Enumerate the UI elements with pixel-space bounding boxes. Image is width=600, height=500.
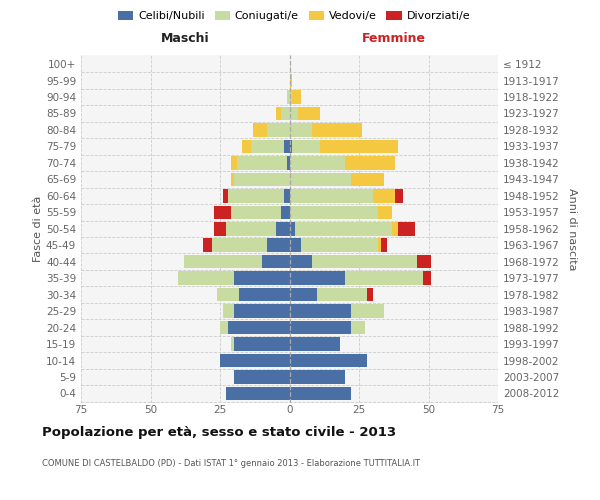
Bar [290, 255, 312, 268]
Y-axis label: Fasce di età: Fasce di età [33, 196, 43, 262]
Bar [234, 172, 290, 186]
Bar [290, 140, 292, 153]
Y-axis label: Anni di nascita: Anni di nascita [566, 188, 577, 270]
Bar [290, 321, 350, 334]
Bar [290, 354, 367, 368]
Bar [184, 255, 262, 268]
Bar [290, 156, 345, 170]
Bar [350, 304, 384, 318]
Bar [292, 90, 301, 104]
Text: Popolazione per età, sesso e stato civile - 2013: Popolazione per età, sesso e stato civil… [42, 426, 396, 439]
Bar [234, 272, 290, 285]
Bar [379, 238, 381, 252]
Bar [379, 206, 392, 219]
Bar [267, 123, 290, 136]
Bar [231, 156, 236, 170]
Bar [253, 123, 267, 136]
Bar [281, 106, 290, 120]
Bar [229, 321, 290, 334]
Bar [234, 370, 290, 384]
Bar [290, 386, 350, 400]
Bar [381, 238, 387, 252]
Text: Femmine: Femmine [362, 32, 426, 45]
Bar [317, 288, 367, 302]
Bar [418, 255, 431, 268]
Bar [345, 156, 395, 170]
Bar [290, 106, 298, 120]
Bar [301, 238, 379, 252]
Bar [290, 189, 373, 202]
Bar [367, 288, 373, 302]
Bar [290, 238, 301, 252]
Bar [290, 304, 350, 318]
Bar [392, 222, 398, 235]
Bar [275, 106, 281, 120]
Bar [226, 222, 275, 235]
Bar [350, 172, 384, 186]
Bar [290, 90, 292, 104]
Bar [236, 156, 287, 170]
Bar [223, 189, 229, 202]
Bar [275, 222, 290, 235]
Bar [239, 288, 290, 302]
Bar [290, 222, 295, 235]
Bar [423, 272, 431, 285]
Bar [223, 304, 234, 318]
Bar [290, 338, 340, 351]
Bar [290, 172, 350, 186]
Bar [229, 189, 284, 202]
Bar [290, 370, 345, 384]
Bar [231, 206, 281, 219]
Text: COMUNE DI CASTELBALDO (PD) - Dati ISTAT 1° gennaio 2013 - Elaborazione TUTTITALI: COMUNE DI CASTELBALDO (PD) - Dati ISTAT … [42, 459, 420, 468]
Bar [292, 140, 320, 153]
Bar [212, 238, 267, 252]
Legend: Celibi/Nubili, Coniugati/e, Vedovi/e, Divorziati/e: Celibi/Nubili, Coniugati/e, Vedovi/e, Di… [113, 6, 475, 26]
Text: Maschi: Maschi [161, 32, 209, 45]
Bar [220, 354, 290, 368]
Bar [287, 156, 290, 170]
Bar [217, 288, 239, 302]
Bar [178, 272, 234, 285]
Bar [267, 238, 290, 252]
Bar [398, 222, 415, 235]
Bar [251, 140, 284, 153]
Bar [290, 206, 379, 219]
Bar [242, 140, 251, 153]
Bar [312, 255, 418, 268]
Bar [320, 140, 398, 153]
Bar [290, 74, 292, 88]
Bar [203, 238, 212, 252]
Bar [220, 321, 229, 334]
Bar [290, 123, 312, 136]
Bar [345, 272, 423, 285]
Bar [281, 206, 290, 219]
Bar [284, 140, 290, 153]
Bar [373, 189, 395, 202]
Bar [290, 272, 345, 285]
Bar [350, 321, 365, 334]
Bar [234, 304, 290, 318]
Bar [312, 123, 362, 136]
Bar [287, 90, 290, 104]
Bar [295, 222, 392, 235]
Bar [290, 288, 317, 302]
Bar [395, 189, 403, 202]
Bar [226, 386, 290, 400]
Bar [214, 222, 226, 235]
Bar [231, 338, 234, 351]
Bar [262, 255, 290, 268]
Bar [298, 106, 320, 120]
Bar [284, 189, 290, 202]
Bar [234, 338, 290, 351]
Bar [214, 206, 231, 219]
Bar [231, 172, 234, 186]
